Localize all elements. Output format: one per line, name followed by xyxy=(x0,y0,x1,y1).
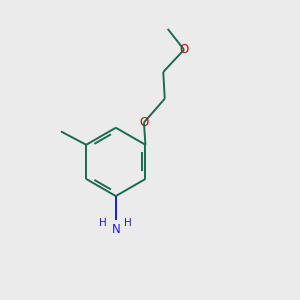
Text: H: H xyxy=(100,218,107,228)
Text: H: H xyxy=(124,218,132,228)
Text: O: O xyxy=(139,116,148,129)
Text: O: O xyxy=(179,43,189,56)
Text: N: N xyxy=(111,223,120,236)
